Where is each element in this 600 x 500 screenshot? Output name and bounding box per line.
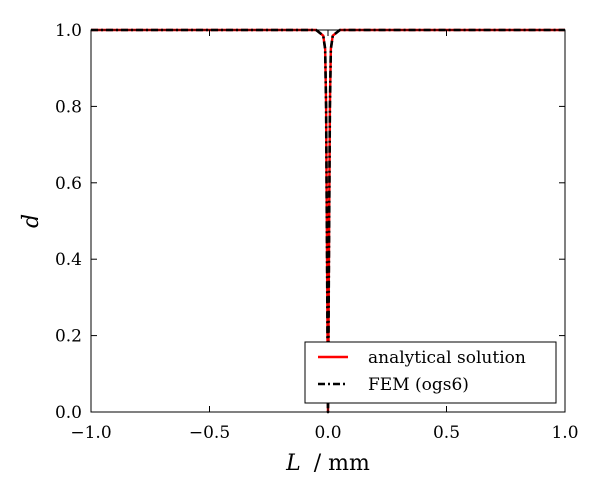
ticks-layer: −1.0 −0.5 0.0 0.5 1.0 0.0 0.2 0.4 0.6 0.8 1.0 — [55, 21, 579, 443]
legend-label-analytical: analytical solution — [368, 348, 526, 368]
y-tick-label: 0.4 — [55, 250, 82, 270]
y-tick-label: 0.0 — [55, 403, 82, 423]
x-tick-label: −1.0 — [70, 423, 111, 443]
x-axis-label: L / mm — [285, 451, 370, 476]
y-axis-label: d — [19, 214, 44, 228]
legend-box — [304, 341, 557, 404]
y-tick-label: 0.2 — [55, 327, 82, 347]
x-tick-label: 0.5 — [433, 423, 460, 443]
legend-label-fem: FEM (ogs6) — [368, 375, 469, 395]
x-tick-label: 0.0 — [314, 423, 341, 443]
x-tick-label: 1.0 — [551, 423, 578, 443]
y-tick-label: 0.6 — [55, 174, 82, 194]
legend: analytical solution FEM (ogs6) — [304, 341, 557, 404]
y-tick-label: 0.8 — [55, 97, 82, 117]
y-tick-label: 1.0 — [55, 21, 82, 41]
x-tick-label: −0.5 — [189, 423, 230, 443]
x-axis-label-unit: / mm — [314, 451, 370, 476]
x-axis-label-variable: L — [285, 451, 301, 476]
